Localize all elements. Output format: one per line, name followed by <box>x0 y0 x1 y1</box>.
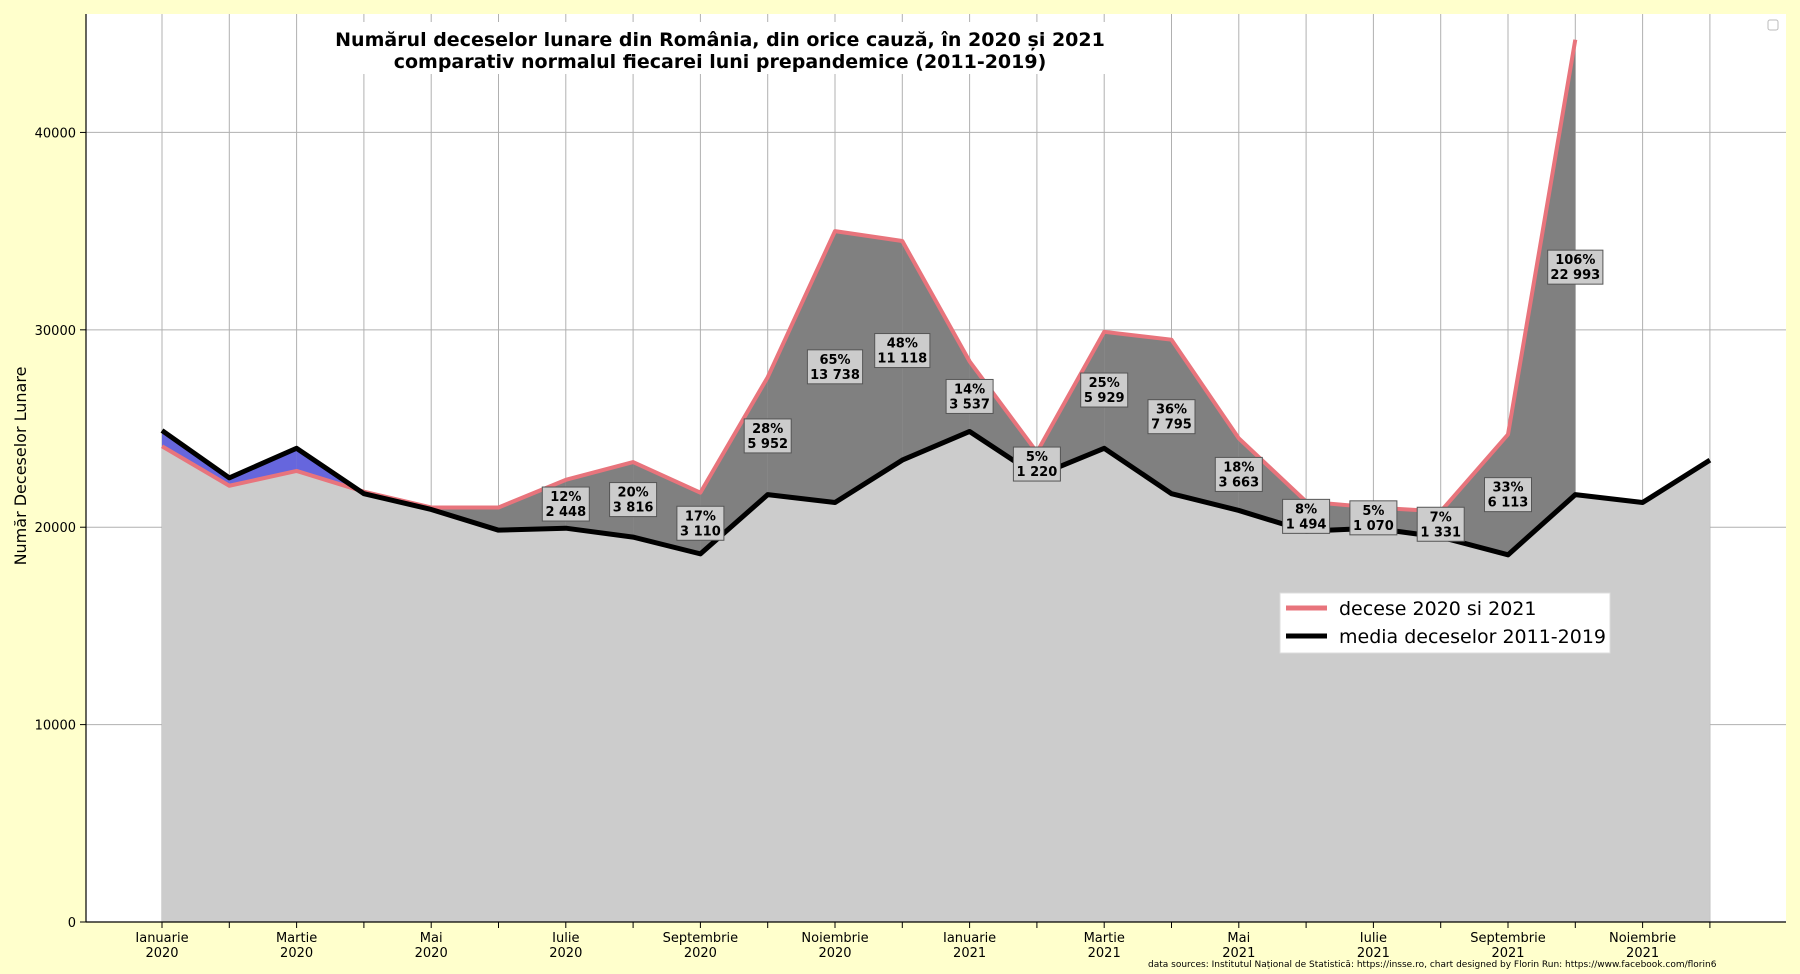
x-tick-label: Septembrie <box>1470 931 1545 946</box>
annotation-box <box>1147 399 1196 435</box>
x-tick-label: Martie <box>276 931 317 946</box>
legend-box <box>1279 592 1611 654</box>
y-tick-label: 30000 <box>35 324 76 339</box>
title-background <box>330 22 1105 74</box>
annotation-box <box>1349 500 1398 536</box>
x-tick-label-year: 2020 <box>415 946 448 961</box>
excess-area <box>1104 331 1172 494</box>
annotation-difference: 5 929 <box>1084 391 1125 406</box>
annotation-percent: 12% <box>550 490 581 505</box>
annotation-box <box>945 378 994 414</box>
annotation-difference: 3 110 <box>680 524 721 539</box>
annotation-box <box>806 349 864 385</box>
legend-label-deaths: decese 2020 si 2021 <box>1339 598 1536 620</box>
y-tick-label: 0 <box>68 916 76 931</box>
y-tick-label: 20000 <box>35 521 76 536</box>
x-tick-label-year: 2021 <box>1222 946 1255 961</box>
annotation-difference: 2 448 <box>545 505 586 520</box>
x-tick-label-year: 2020 <box>818 946 851 961</box>
x-tick-label: Ianuarie <box>135 931 188 946</box>
baseline-area <box>162 431 1710 922</box>
x-tick-label: Noiembrie <box>801 931 868 946</box>
annotation-box <box>1416 506 1465 542</box>
x-tick-label-year: 2020 <box>684 946 717 961</box>
toolbar-toggle-box[interactable] <box>1767 19 1779 31</box>
area-fills <box>162 39 1710 922</box>
x-tick-label: Iulie <box>552 931 579 946</box>
annotation-box <box>609 482 658 518</box>
annotation-box <box>1484 477 1532 513</box>
y-axis-label: Număr Deceselor Lunare <box>11 367 30 566</box>
annotation-box <box>1012 446 1061 482</box>
annotation-percent: 5% <box>1026 450 1048 465</box>
annotation-percent: 65% <box>819 353 850 368</box>
annotation-percent: 33% <box>1492 481 1523 496</box>
source-note: data sources: Institutul Național de Sta… <box>1148 960 1717 970</box>
annotation-percent: 36% <box>1156 403 1187 418</box>
y-tick-label: 40000 <box>35 126 76 141</box>
annotation-box <box>676 505 725 541</box>
excess-area <box>1508 39 1576 555</box>
annotation-difference: 3 816 <box>613 501 654 516</box>
x-tick-label: Iulie <box>1360 931 1387 946</box>
annotation-box <box>874 333 931 369</box>
x-tick-label: Ianuarie <box>943 931 996 946</box>
x-tick-label-year: 2021 <box>1357 946 1390 961</box>
x-tick-label-year: 2020 <box>549 946 582 961</box>
annotation-box <box>541 486 590 522</box>
annotation-box <box>1282 498 1331 534</box>
x-tick-label-year: 2021 <box>1626 946 1659 961</box>
x-tick-label-year: 2021 <box>1088 946 1121 961</box>
annotation-percent: 48% <box>887 337 918 352</box>
annotation-percent: 5% <box>1362 504 1384 519</box>
y-tick-label: 10000 <box>35 719 76 734</box>
legend[interactable]: decese 2020 si 2021 media deceselor 2011… <box>1279 592 1611 654</box>
annotation-difference: 6 113 <box>1488 496 1529 511</box>
annotation-percent: 14% <box>954 382 985 397</box>
annotation-difference: 1 331 <box>1420 525 1461 540</box>
annotation-percent: 25% <box>1089 376 1120 391</box>
x-tick-label-year: 2021 <box>1491 946 1524 961</box>
axes: 010000200003000040000Ianuarie2020Martie2… <box>35 14 1786 961</box>
annotation-box <box>1080 372 1129 408</box>
annotation-box <box>1214 456 1263 492</box>
x-tick-label: Mai <box>1227 931 1250 946</box>
annotation-percent: 106% <box>1555 253 1595 268</box>
annotation-difference: 5 952 <box>747 437 788 452</box>
x-tick-label: Martie <box>1084 931 1125 946</box>
annotation-percent: 28% <box>752 422 783 437</box>
x-tick-label: Mai <box>420 931 443 946</box>
annotation-box <box>743 418 792 454</box>
annotation-percent: 18% <box>1223 460 1254 475</box>
annotation-difference: 3 537 <box>949 397 990 412</box>
x-tick-label: Septembrie <box>663 931 738 946</box>
annotations: 12%2 448 20%3 816 17%3 110 28%5 952 65%13 73… <box>541 249 1604 542</box>
title-line-1: Numărul deceselor lunare din România, di… <box>335 29 1105 51</box>
annotation-difference: 11 118 <box>877 352 927 367</box>
annotation-difference: 7 795 <box>1151 418 1192 433</box>
x-tick-label-year: 2020 <box>280 946 313 961</box>
annotation-difference: 1 220 <box>1017 465 1058 480</box>
annotation-difference: 1 494 <box>1286 517 1327 532</box>
x-tick-label: Noiembrie <box>1609 931 1676 946</box>
annotation-difference: 3 663 <box>1218 475 1259 490</box>
annotation-percent: 7% <box>1430 510 1452 525</box>
annotation-percent: 8% <box>1295 502 1317 517</box>
x-tick-label-year: 2020 <box>145 946 178 961</box>
annotation-box <box>1547 249 1604 285</box>
excess-area <box>835 231 903 503</box>
legend-label-average: media deceselor 2011-2019 <box>1339 626 1606 648</box>
chart-title: Numărul deceselor lunare din România, di… <box>330 22 1105 74</box>
title-line-2: comparativ normalul fiecarei luni prepan… <box>394 51 1047 73</box>
annotation-difference: 13 738 <box>810 368 860 383</box>
annotation-percent: 17% <box>685 509 716 524</box>
annotation-difference: 1 070 <box>1353 519 1394 534</box>
excess-area <box>1036 331 1105 476</box>
x-tick-label-year: 2021 <box>953 946 986 961</box>
annotation-difference: 22 993 <box>1550 268 1600 283</box>
annotation-percent: 20% <box>618 486 649 501</box>
